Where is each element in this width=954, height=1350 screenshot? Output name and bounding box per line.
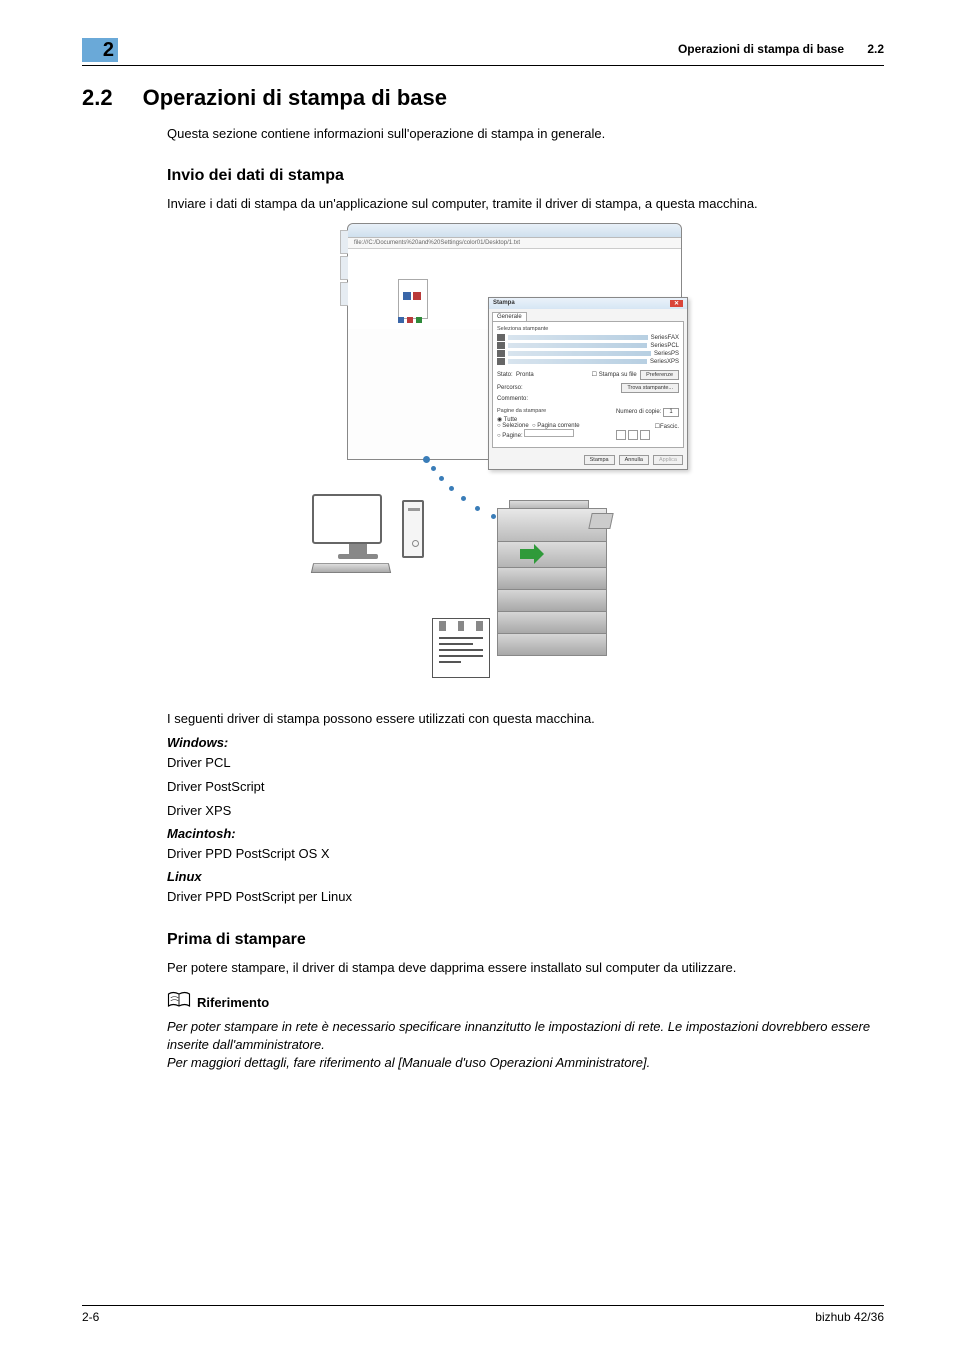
copies-value: 1 [663,408,679,417]
driver-item: Driver PCL [167,754,884,772]
invio-text: Inviare i dati di stampa da un'applicazi… [167,195,884,213]
prefs-button: Preferenze [640,370,679,380]
find-printer-button: Trova stampante... [621,383,679,393]
page-number: 2-6 [82,1310,99,1324]
section-intro: Questa sezione contiene informazioni sul… [167,125,884,143]
computer-monitor-icon [312,494,404,574]
status-value: Pronta [516,372,534,378]
reference-label: Riferimento [197,995,269,1010]
dialog-close-icon: ✕ [670,300,683,307]
dialog-title: Stampa [493,300,515,307]
driver-item: Driver XPS [167,802,884,820]
document-thumbnail [398,279,428,319]
windows-label: Windows: [167,735,884,750]
browser-side-tabs [340,230,348,306]
keyboard-icon [311,564,391,574]
mac-label: Macintosh: [167,826,884,841]
product-name: bizhub 42/36 [815,1310,884,1324]
driver-item: Driver PostScript [167,778,884,796]
arrow-icon [520,544,544,564]
running-title: Operazioni di stampa di base [678,42,844,56]
figure-print-flow: file:///C:/Documents%20and%20Settings/co… [347,223,767,696]
driver-item: Driver PPD PostScript per Linux [167,888,884,906]
status-label: Stato: [497,372,513,378]
location-label: Percorso: [497,385,523,391]
book-icon [167,991,191,1014]
printer-icon [497,508,617,678]
reference-text-1: Per poter stampare in rete è necessario … [167,1018,884,1054]
browser-titlebar [348,224,681,238]
chapter-badge: 2 [82,38,118,62]
opt-pages: Pagine: [502,433,522,439]
prima-text: Per potere stampare, il driver di stampa… [167,959,884,977]
driver-item: Driver PPD PostScript OS X [167,845,884,863]
section-number: 2.2 [82,85,113,111]
dialog-panel: Seleziona stampante SeriesFAX SeriesPCL … [492,321,684,448]
printer-row: SeriesFAX [497,334,679,341]
footer-rule [82,1305,884,1306]
print-to-file: Stampa su file [599,372,637,378]
drivers-intro: I seguenti driver di stampa possono esse… [167,710,884,728]
section-title: Operazioni di stampa di base [143,85,447,111]
browser-address: file:///C:/Documents%20and%20Settings/co… [348,238,681,249]
reference-text-2: Per maggiori dettagli, fare riferimento … [167,1054,884,1072]
header-section-ref: 2.2 [867,42,884,56]
browser-body: Stampa ✕ Generale Seleziona stampante Se… [348,249,681,329]
collate-label: Fascic. [660,424,679,430]
chapter-number: 2 [103,39,114,62]
copies-label: Numero di copie: [616,409,661,415]
paper-output-icon [432,618,490,678]
linux-label: Linux [167,869,884,884]
dialog-tab-general: Generale [492,312,527,321]
subheading-invio: Invio dei dati di stampa [167,167,884,185]
computer-tower-icon [402,500,424,558]
thumbnail-dots [398,317,422,323]
header-rule [82,65,884,66]
dialog-titlebar: Stampa ✕ [489,298,687,309]
page-content: 2.2 Operazioni di stampa di base Questa … [82,85,884,1072]
reference-row: Riferimento [167,991,884,1014]
section-heading-row: 2.2 Operazioni di stampa di base [82,85,884,111]
subheading-prima: Prima di stampare [167,931,884,949]
print-dialog: Stampa ✕ Generale Seleziona stampante Se… [488,297,688,470]
printer-row: SeriesPCL [497,342,679,349]
browser-window: file:///C:/Documents%20and%20Settings/co… [347,223,682,460]
printer-group-label: Seleziona stampante [497,326,679,332]
lower-diagram [347,456,767,696]
printer-row: SeriesPS [497,350,679,357]
pages-group-label: Pagine da stampare [497,408,580,414]
comment-label: Commento: [497,396,679,402]
printer-row: SeriesXPS [497,358,679,365]
